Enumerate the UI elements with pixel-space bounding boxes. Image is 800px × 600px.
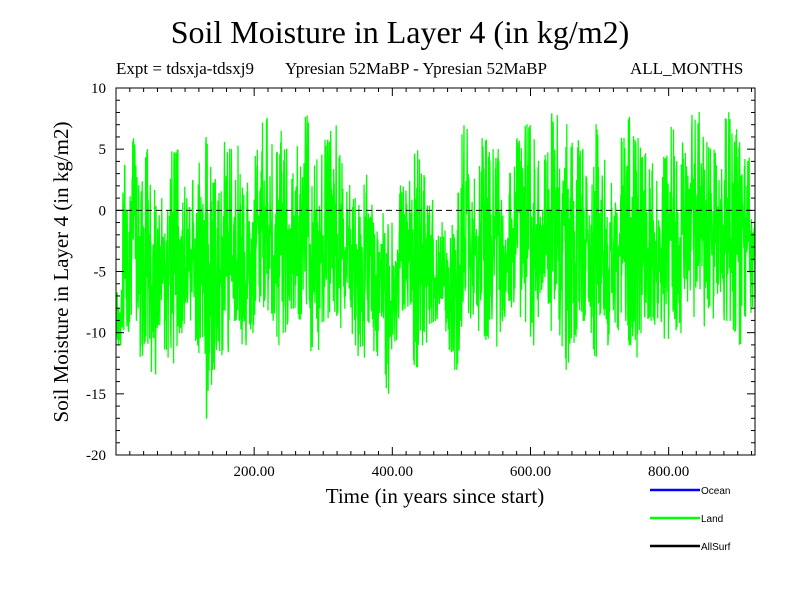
axis-ticks — [116, 87, 755, 456]
tick-labels: -20 -15 -10 -5 0 5 10 200.00 400.00 600.00 800.00 — [86, 81, 689, 480]
legend-label-allsurf: AllSurf — [701, 542, 731, 553]
experiment-label: Expt = tdsxja-tdsxj9 — [116, 59, 255, 78]
y-tick-label: -20 — [86, 448, 106, 464]
x-tick-label: 400.00 — [372, 464, 413, 480]
legend-label-land: Land — [701, 514, 723, 525]
x-tick-label: 600.00 — [510, 464, 551, 480]
series-line-land — [115, 111, 756, 419]
period-label: Ypresian 52MaBP - Ypresian 52MaBP — [285, 59, 547, 78]
y-tick-label: 5 — [99, 142, 107, 158]
y-tick-label: 0 — [99, 203, 107, 219]
months-label: ALL_MONTHS — [630, 59, 744, 78]
x-tick-label: 800.00 — [648, 464, 689, 480]
y-tick-label: 10 — [91, 81, 106, 97]
x-axis-title: Time (in years since start) — [326, 484, 545, 508]
plot-area — [115, 87, 756, 456]
legend-label-ocean: Ocean — [701, 486, 730, 497]
legend: Ocean Land AllSurf — [650, 486, 731, 553]
y-tick-label: -10 — [86, 326, 106, 342]
y-tick-label: -5 — [94, 265, 107, 281]
y-axis-title: Soil Moisture in Layer 4 (in kg/m2) — [49, 122, 73, 423]
y-tick-label: -15 — [86, 387, 106, 403]
x-tick-label: 200.00 — [234, 464, 275, 480]
chart-title: Soil Moisture in Layer 4 (in kg/m2) — [170, 14, 630, 50]
